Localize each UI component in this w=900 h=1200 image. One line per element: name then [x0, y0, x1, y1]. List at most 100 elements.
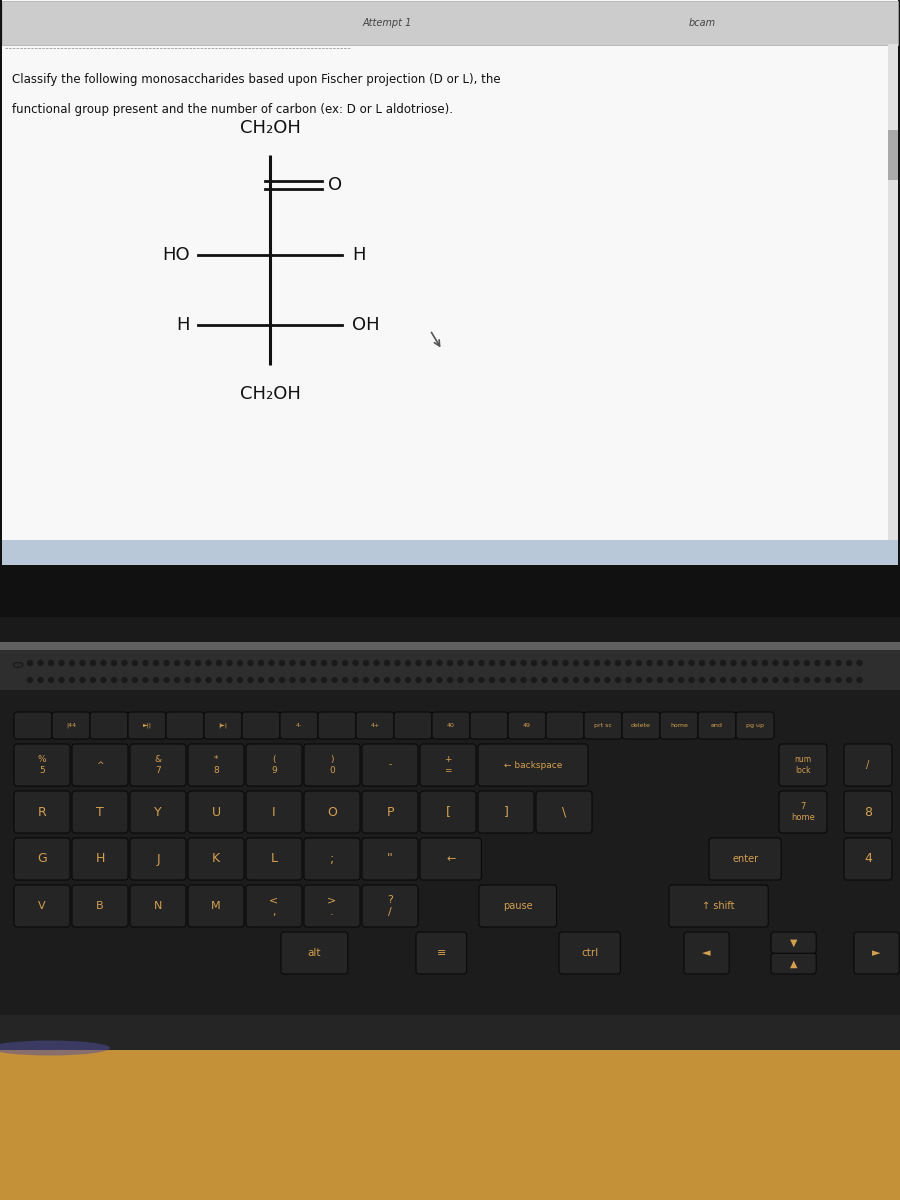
Text: ▼: ▼	[790, 937, 797, 948]
Text: R: R	[38, 805, 47, 818]
FancyBboxPatch shape	[660, 712, 698, 739]
Text: *
8: * 8	[213, 755, 219, 775]
Text: OH: OH	[352, 316, 380, 334]
Circle shape	[825, 660, 831, 666]
FancyBboxPatch shape	[420, 838, 482, 880]
Circle shape	[384, 678, 390, 683]
FancyBboxPatch shape	[709, 838, 781, 880]
FancyBboxPatch shape	[204, 712, 242, 739]
Text: Y: Y	[154, 805, 162, 818]
FancyBboxPatch shape	[779, 791, 827, 833]
Text: G: G	[37, 852, 47, 865]
FancyBboxPatch shape	[242, 712, 280, 739]
Ellipse shape	[0, 1040, 110, 1056]
Text: U: U	[212, 805, 220, 818]
FancyBboxPatch shape	[362, 884, 418, 926]
Circle shape	[343, 678, 347, 683]
Text: CH₂OH: CH₂OH	[239, 119, 301, 137]
Text: HO: HO	[162, 246, 190, 264]
Circle shape	[447, 660, 453, 666]
Circle shape	[742, 660, 746, 666]
Circle shape	[258, 678, 264, 683]
Circle shape	[636, 678, 642, 683]
FancyBboxPatch shape	[304, 884, 360, 926]
Circle shape	[636, 660, 642, 666]
Circle shape	[59, 678, 64, 683]
Circle shape	[762, 678, 768, 683]
Circle shape	[805, 660, 809, 666]
Circle shape	[112, 678, 116, 683]
Text: >
.: > .	[328, 895, 337, 917]
Circle shape	[91, 660, 95, 666]
Circle shape	[143, 660, 148, 666]
Circle shape	[573, 660, 579, 666]
FancyBboxPatch shape	[684, 932, 729, 974]
FancyBboxPatch shape	[771, 932, 816, 953]
Circle shape	[510, 678, 516, 683]
Bar	[2, 0, 898, 540]
Bar	[0, 617, 900, 646]
Circle shape	[332, 678, 337, 683]
Circle shape	[469, 678, 473, 683]
FancyBboxPatch shape	[14, 791, 70, 833]
Circle shape	[658, 660, 662, 666]
FancyBboxPatch shape	[304, 744, 360, 786]
Circle shape	[185, 660, 190, 666]
FancyBboxPatch shape	[280, 712, 318, 739]
Circle shape	[532, 678, 536, 683]
Text: N: N	[154, 901, 162, 911]
Text: delete: delete	[631, 722, 651, 728]
Bar	[0, 0, 900, 1050]
Circle shape	[353, 660, 358, 666]
Text: 40: 40	[447, 722, 454, 728]
FancyBboxPatch shape	[318, 712, 356, 739]
FancyBboxPatch shape	[844, 838, 892, 880]
Circle shape	[731, 678, 736, 683]
Text: I: I	[272, 805, 275, 818]
Text: ← backspace: ← backspace	[504, 761, 562, 769]
FancyBboxPatch shape	[246, 791, 302, 833]
Circle shape	[321, 678, 327, 683]
Circle shape	[217, 678, 221, 683]
FancyBboxPatch shape	[559, 932, 620, 974]
Circle shape	[69, 660, 75, 666]
Text: ": "	[387, 852, 393, 865]
Circle shape	[469, 660, 473, 666]
Circle shape	[280, 678, 284, 683]
Text: H: H	[95, 852, 104, 865]
Circle shape	[364, 678, 368, 683]
Text: /: /	[867, 760, 869, 770]
Text: [: [	[446, 805, 451, 818]
Circle shape	[584, 660, 589, 666]
Circle shape	[553, 660, 557, 666]
Text: P: P	[386, 805, 394, 818]
FancyBboxPatch shape	[72, 791, 128, 833]
FancyBboxPatch shape	[246, 744, 302, 786]
Text: enter: enter	[732, 854, 758, 864]
Circle shape	[573, 678, 579, 683]
FancyBboxPatch shape	[130, 884, 186, 926]
Circle shape	[752, 660, 757, 666]
Circle shape	[311, 660, 316, 666]
Text: alt: alt	[308, 948, 321, 958]
Circle shape	[626, 678, 631, 683]
Circle shape	[364, 660, 368, 666]
Circle shape	[689, 678, 694, 683]
Circle shape	[794, 660, 799, 666]
FancyBboxPatch shape	[844, 744, 892, 786]
Text: O: O	[328, 176, 342, 194]
FancyBboxPatch shape	[362, 838, 418, 880]
Circle shape	[280, 660, 284, 666]
Circle shape	[563, 678, 568, 683]
Circle shape	[773, 678, 778, 683]
Circle shape	[122, 660, 127, 666]
Circle shape	[616, 660, 620, 666]
Circle shape	[238, 660, 242, 666]
Circle shape	[742, 678, 746, 683]
Circle shape	[595, 660, 599, 666]
FancyBboxPatch shape	[420, 791, 476, 833]
Circle shape	[815, 678, 820, 683]
Text: 49: 49	[523, 722, 531, 728]
FancyBboxPatch shape	[130, 838, 186, 880]
Circle shape	[605, 660, 610, 666]
